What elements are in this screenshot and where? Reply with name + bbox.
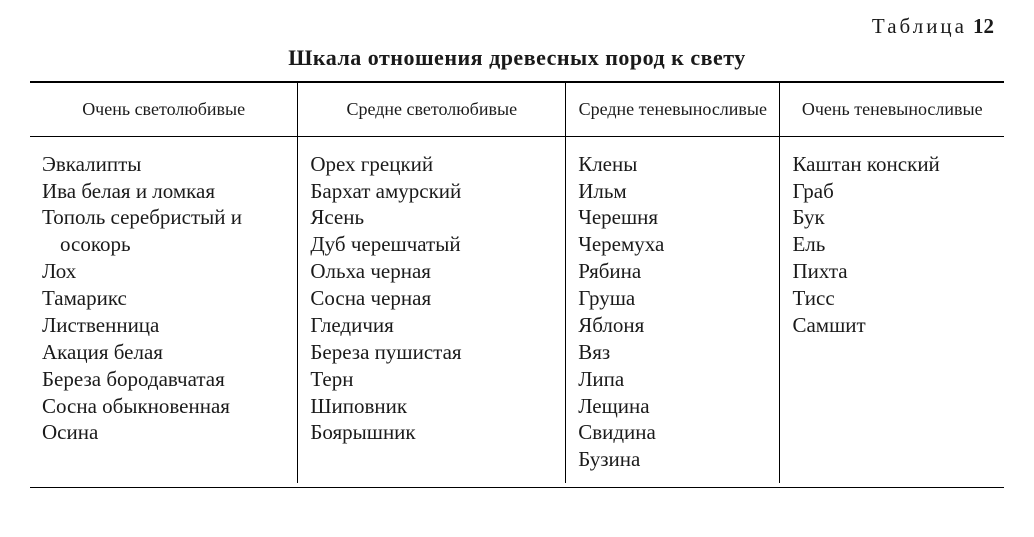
cell-col1: ЭвкалиптыИва белая и ломкаяТополь серебр… bbox=[30, 136, 298, 483]
light-tolerance-table: Очень светолюбивые Средне светолюбивые С… bbox=[30, 81, 1004, 483]
list-item: Бузина bbox=[578, 446, 769, 473]
cell-col3: КленыИльмЧерешняЧеремухаРябинаГрушаЯблон… bbox=[566, 136, 780, 483]
list-item: Лещина bbox=[578, 393, 769, 420]
list-item: Боярышник bbox=[310, 419, 555, 446]
list-item: Бук bbox=[792, 204, 994, 231]
list-item: Дуб черешчатый bbox=[310, 231, 555, 258]
list-item: Ель bbox=[792, 231, 994, 258]
list-item: Лох bbox=[42, 258, 287, 285]
list-item: Ольха черная bbox=[310, 258, 555, 285]
list-item: Лиственница bbox=[42, 312, 287, 339]
list-item: Бархат амурский bbox=[310, 178, 555, 205]
list-item: Груша bbox=[578, 285, 769, 312]
list-item: Самшит bbox=[792, 312, 994, 339]
list-item: Тисс bbox=[792, 285, 994, 312]
col-header-2: Средне светолюбивые bbox=[298, 82, 566, 136]
list-item: Осина bbox=[42, 419, 287, 446]
list-item: Тополь серебристый и осокорь bbox=[42, 204, 287, 258]
table-number: 12 bbox=[973, 14, 994, 38]
list-item: Клены bbox=[578, 151, 769, 178]
list-item: Ильм bbox=[578, 178, 769, 205]
table-body-row: ЭвкалиптыИва белая и ломкаяТополь серебр… bbox=[30, 136, 1004, 483]
list-item: Сосна черная bbox=[310, 285, 555, 312]
cell-col2: Орех грецкийБархат амурскийЯсеньДуб чере… bbox=[298, 136, 566, 483]
col-header-3: Средне теневы­носливые bbox=[566, 82, 780, 136]
list-item: Липа bbox=[578, 366, 769, 393]
list-item: Ясень bbox=[310, 204, 555, 231]
list-item: Гледичия bbox=[310, 312, 555, 339]
table-label: Таблица12 bbox=[30, 14, 994, 39]
list-item: Акация белая bbox=[42, 339, 287, 366]
list-item: Сосна обыкновенная bbox=[42, 393, 287, 420]
list-item: Шиповник bbox=[310, 393, 555, 420]
list-item: Вяз bbox=[578, 339, 769, 366]
list-item: Тамарикс bbox=[42, 285, 287, 312]
table-bottom-rule bbox=[30, 487, 1004, 488]
list-item: Терн bbox=[310, 366, 555, 393]
list-item: Орех грецкий bbox=[310, 151, 555, 178]
list-item: Граб bbox=[792, 178, 994, 205]
list-item: Черемуха bbox=[578, 231, 769, 258]
list-item: Яблоня bbox=[578, 312, 769, 339]
table-header-row: Очень светолюбивые Средне светолюбивые С… bbox=[30, 82, 1004, 136]
list-item: Пихта bbox=[792, 258, 994, 285]
table-label-word: Таблица bbox=[872, 14, 967, 38]
list-item: Рябина bbox=[578, 258, 769, 285]
list-item: Береза бородавчатая bbox=[42, 366, 287, 393]
list-item: Эвкалипты bbox=[42, 151, 287, 178]
list-item: Каштан конский bbox=[792, 151, 994, 178]
page-title: Шкала отношения древесных пород к свету bbox=[30, 45, 1004, 71]
list-item: Свидина bbox=[578, 419, 769, 446]
list-item: Береза пушистая bbox=[310, 339, 555, 366]
col-header-1: Очень светолюбивые bbox=[30, 82, 298, 136]
cell-col4: Каштан конскийГрабБукЕльПихтаТиссСамшит bbox=[780, 136, 1004, 483]
list-item: Ива белая и ломкая bbox=[42, 178, 287, 205]
col-header-4: Очень теневыносли­вые bbox=[780, 82, 1004, 136]
list-item: Черешня bbox=[578, 204, 769, 231]
